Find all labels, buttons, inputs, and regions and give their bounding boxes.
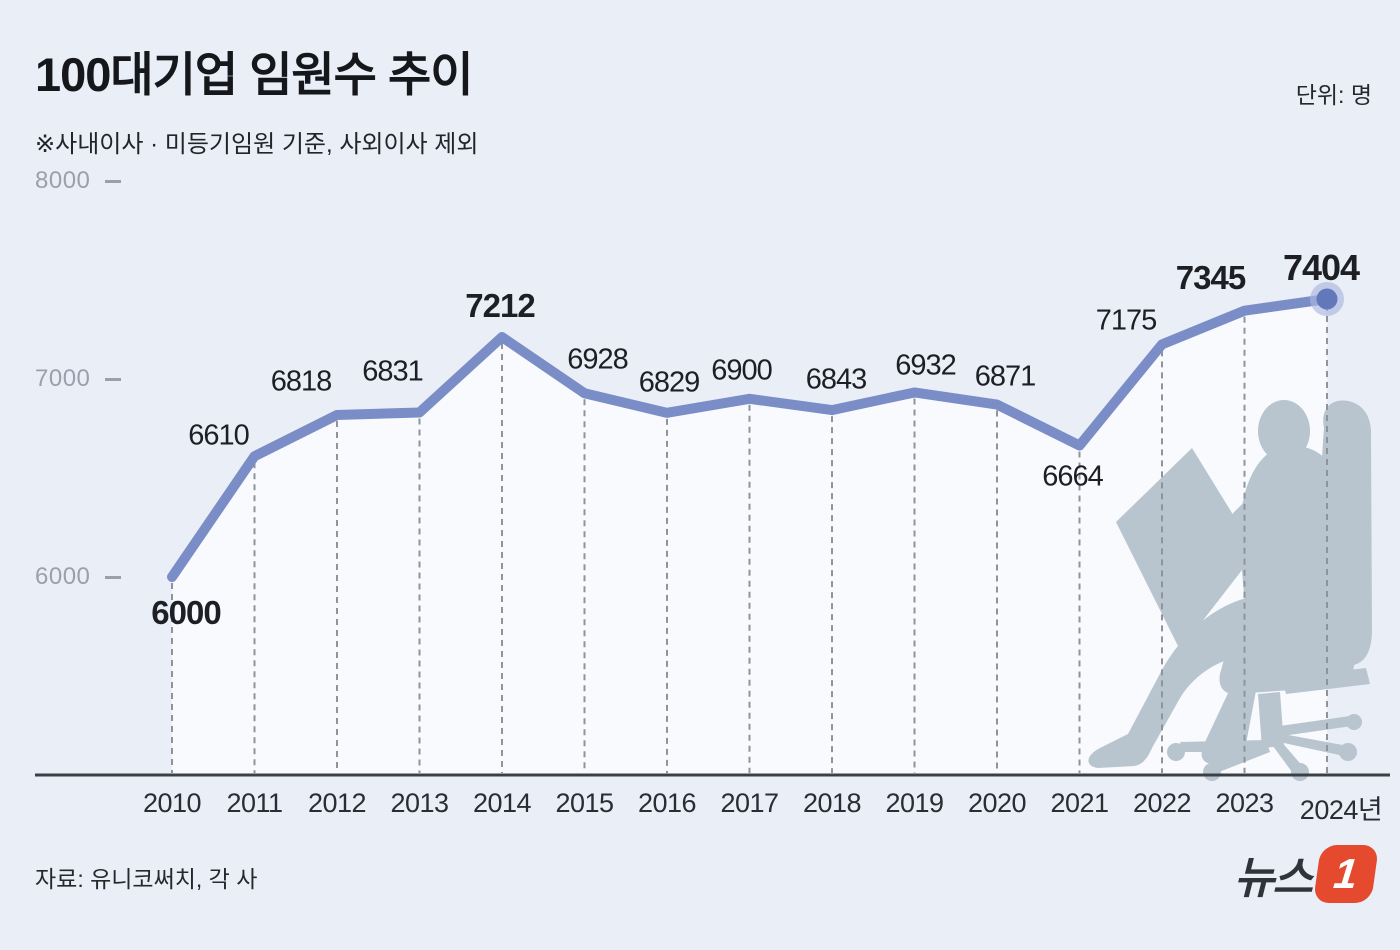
source-note: 자료: 유니코써치, 각 사: [35, 866, 258, 892]
x-axis-label: 2020: [967, 788, 1027, 818]
news1-logo-mark: 1: [1312, 845, 1380, 903]
data-point-label: 6818: [270, 365, 333, 398]
data-point-label: 6610: [188, 419, 250, 452]
x-axis-label: 2018: [802, 788, 862, 818]
x-axis-label: 2012: [307, 788, 367, 818]
data-point-label: 6928: [567, 343, 629, 376]
unit-label: 단위: 명: [1295, 82, 1372, 108]
x-axis-label: 2019: [885, 788, 944, 818]
data-point-label: 6871: [974, 360, 1037, 393]
data-point-label: 6829: [638, 366, 701, 399]
data-point-label: 7404: [1282, 247, 1360, 288]
data-point-label: 7212: [465, 287, 535, 325]
data-point-label: 6664: [1042, 460, 1104, 493]
x-axis-label: 2011: [226, 788, 283, 818]
data-point-label: 6843: [805, 363, 868, 396]
data-point-label: 6900: [711, 354, 773, 387]
x-axis-label: 2021: [1050, 788, 1109, 818]
x-axis-label: 2017: [720, 788, 779, 818]
x-axis-label: 2016: [637, 788, 697, 818]
data-point-label: 7345: [1175, 258, 1246, 296]
y-axis-tick: 8000: [35, 167, 122, 195]
news1-logo-text: 뉴스: [1234, 854, 1313, 903]
x-axis-label: 2022: [1132, 788, 1192, 818]
trend-line: [167, 294, 1332, 582]
person-reading-silhouette: [1088, 400, 1372, 781]
news1-logo-one: 1: [1331, 850, 1361, 897]
end-dot: [1316, 288, 1338, 310]
y-axis-tick: 6000: [35, 563, 122, 591]
news1-logo: 뉴스 1: [1234, 842, 1380, 906]
y-axis-tick: 7000: [35, 365, 122, 393]
x-axis-label: 2010: [142, 788, 202, 818]
x-axis-label: 2014: [472, 788, 532, 818]
data-point-label: 7175: [1095, 304, 1158, 337]
page-title: 100대기업 임원수 추이: [35, 48, 473, 101]
x-axis-label: 2013: [390, 788, 449, 818]
data-point-label: 6000: [151, 594, 221, 631]
y-tick-dash: [105, 179, 122, 183]
data-point-label: 6831: [362, 355, 424, 388]
x-axis-label: 2015: [555, 788, 614, 818]
chart-note: ※사내이사 · 미등기임원 기준, 사외이사 제외: [35, 131, 479, 158]
y-tick-dash: [105, 575, 122, 579]
data-point-label: 6932: [895, 349, 957, 382]
y-tick-dash: [105, 377, 122, 381]
x-axis-label: 2023: [1215, 788, 1274, 818]
x-axis-label: 2024년: [1299, 795, 1383, 825]
